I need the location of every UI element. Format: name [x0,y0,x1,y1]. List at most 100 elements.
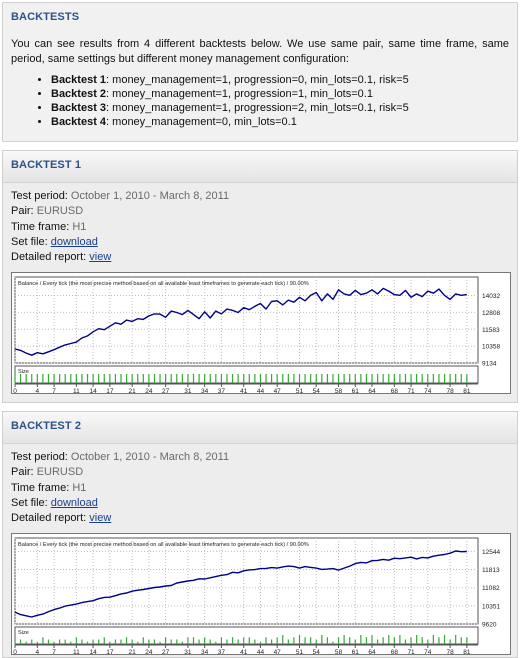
x-tick-label: 44 [257,649,265,654]
download-link[interactable]: download [50,496,98,509]
x-tick-label: 17 [106,388,114,393]
backtest-1-panel: BACKTEST 1 Test period: October 1, 2010 … [2,150,518,403]
timeframe-label: Time frame: [11,481,73,494]
y-tick-label: 11583 [482,327,500,334]
config-params: : money_management=1, progression=1, min… [106,88,373,100]
size-frame [14,365,479,384]
size-label: Size [18,630,29,636]
y-tick-label: 9620 [482,622,497,629]
config-name: Backtest 4 [51,116,107,128]
x-tick-label: 61 [352,388,360,393]
y-tick-label: 11813 [482,567,500,574]
intro-header: BACKTESTS [3,3,517,34]
y-tick-label: 10351 [482,603,500,610]
x-tick-label: 61 [352,649,360,654]
y-tick-label: 14032 [482,293,500,300]
view-report-link[interactable]: view [89,251,112,264]
report-label: Detailed report: [11,251,90,264]
x-tick-label: 37 [218,388,226,393]
x-tick-label: 71 [407,649,415,654]
x-tick-label: 68 [391,388,399,393]
x-tick-label: 58 [335,388,343,393]
period-value: October 1, 2010 - March 8, 2011 [70,190,230,202]
balance-chart: 0 4 7 11 14 17 21 24 27 31 34 37 41 44 47 51 54 58 61 64 68 7… [11,272,511,394]
y-tick-label: 10358 [482,344,500,351]
setfile-label: Set file: [11,496,51,509]
balance-chart: 0 4 7 11 14 17 21 24 27 31 34 37 41 44 47 51 54 58 61 64 68 7… [11,533,511,655]
x-tick-label: 68 [391,649,399,654]
x-tick-label: 58 [335,649,343,654]
config-name: Backtest 2 [51,88,107,100]
config-params: : money_management=0, min_lots=0.1 [106,116,297,128]
x-tick-label: 51 [296,388,304,393]
x-tick-label: 54 [313,388,321,393]
y-tick-label: 9134 [482,361,497,368]
x-tick-label: 14 [89,649,97,654]
x-tick-label: 21 [129,388,137,393]
x-tick-label: 47 [274,388,282,393]
x-tick-label: 11 [73,388,80,393]
balance-line [14,287,467,356]
list-item: Backtest 1: money_management=1, progress… [51,73,409,87]
timeframe-value: H1 [72,220,87,233]
config-params: : money_management=1, progression=2, min… [106,102,409,114]
backtest-header: BACKTEST 2 [3,412,517,444]
period-value: October 1, 2010 - March 8, 2011 [70,451,230,463]
x-tick-label: 4 [36,388,40,393]
backtest-title: BACKTEST 2 [11,420,82,432]
view-report-link[interactable]: view [89,512,112,525]
x-tick-label: 7 [52,649,56,654]
intro-title: BACKTESTS [11,11,80,23]
x-tick-label: 54 [313,649,321,654]
balance-line [14,550,467,618]
backtest-title: BACKTEST 1 [11,159,82,171]
x-tick-label: 64 [368,388,376,393]
download-link[interactable]: download [50,235,98,248]
x-tick-label: 64 [368,649,376,654]
report-label: Detailed report: [11,512,90,525]
list-item: Backtest 3: money_management=1, progress… [51,101,409,115]
x-tick-label: 81 [463,649,471,654]
x-tick-label: 17 [106,649,114,654]
balance-chart-svg: 0 4 7 11 14 17 21 24 27 31 34 37 41 44 47 51 54 58 61 64 68 7… [13,537,500,654]
x-tick-label: 21 [129,649,137,654]
x-tick-label: 31 [184,649,192,654]
pair-label: Pair: [11,205,37,218]
chart-title: Balance / Every tick (the most precise m… [18,281,309,287]
x-tick-label: 78 [446,649,454,654]
x-tick-label: 0 [13,388,17,393]
intro-panel: BACKTESTS You can see results from 4 dif… [2,2,518,142]
x-tick-label: 24 [145,388,153,393]
list-item: Backtest 2: money_management=1, progress… [51,87,409,101]
x-tick-label: 41 [240,649,248,654]
x-tick-label: 78 [446,388,454,393]
x-tick-label: 37 [218,649,226,654]
balance-chart-svg: 0 4 7 11 14 17 21 24 27 31 34 37 41 44 47 51 54 58 61 64 68 7… [13,276,500,393]
intro-text: You can see results from 4 different bac… [11,38,509,65]
x-tick-label: 4 [36,649,40,654]
plot-frame [14,276,479,364]
backtest-config-list: Backtest 1: money_management=1, progress… [39,73,409,129]
config-name: Backtest 1 [51,74,107,86]
x-tick-label: 0 [13,649,17,654]
config-params: : money_management=1, progression=0, min… [106,74,409,86]
size-label: Size [18,369,29,375]
list-item: Backtest 4: money_management=0, min_lots… [51,115,409,129]
x-tick-label: 47 [274,649,282,654]
x-tick-label: 31 [184,388,192,393]
pair-label: Pair: [11,466,37,479]
config-name: Backtest 3 [51,102,107,114]
x-tick-label: 11 [73,649,80,654]
pair-value: EURUSD [36,205,84,218]
x-tick-label: 81 [463,388,471,393]
backtest-info: Test period: October 1, 2010 - March 8, … [11,450,229,526]
setfile-label: Set file: [11,235,51,248]
x-tick-label: 27 [162,388,170,393]
period-label: Test period: [11,190,71,202]
x-tick-label: 41 [240,388,248,393]
timeframe-label: Time frame: [11,220,73,233]
x-tick-label: 51 [296,649,304,654]
x-tick-label: 34 [201,388,209,393]
chart-title: Balance / Every tick (the most precise m… [18,542,309,548]
y-tick-label: 12808 [482,310,500,317]
